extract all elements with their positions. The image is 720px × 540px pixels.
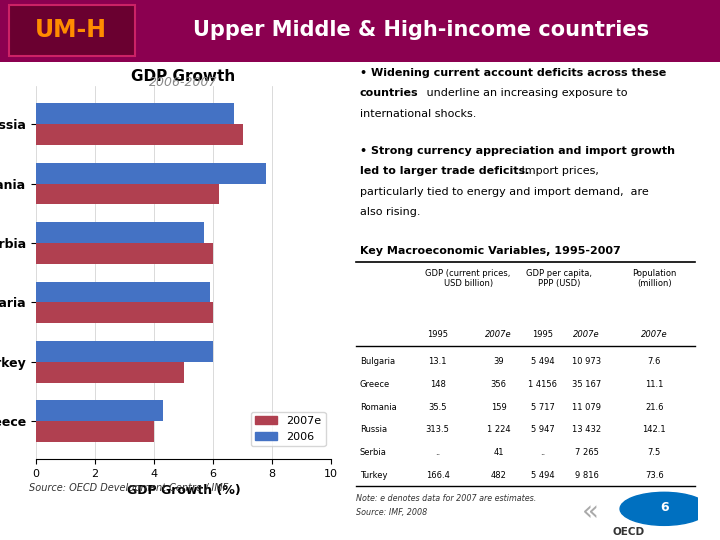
Text: 356: 356 [490, 380, 507, 389]
Text: led to larger trade deficits.: led to larger trade deficits. [360, 166, 529, 177]
Text: Bulgaria: Bulgaria [360, 357, 395, 366]
Bar [36, 341, 213, 362]
Text: OECD: OECD [613, 527, 645, 537]
Text: 1 4156: 1 4156 [528, 380, 557, 389]
Text: 9 816: 9 816 [575, 470, 598, 480]
Text: • Strong currency appreciation and import growth: • Strong currency appreciation and impor… [360, 146, 675, 156]
Text: Romania: Romania [360, 402, 397, 411]
Text: 142.1: 142.1 [642, 425, 666, 434]
Text: 73.6: 73.6 [645, 470, 664, 480]
Text: 35.5: 35.5 [428, 402, 447, 411]
Text: 2007e: 2007e [641, 330, 667, 339]
Text: 6: 6 [660, 501, 668, 514]
Text: underline an increasing exposure to: underline an increasing exposure to [423, 88, 627, 98]
Text: 2007e: 2007e [485, 330, 512, 339]
Text: 5 717: 5 717 [531, 402, 554, 411]
Text: Source: IMF, 2008: Source: IMF, 2008 [356, 508, 428, 517]
Text: Source: OECD Development Centre / IMF: Source: OECD Development Centre / IMF [29, 483, 228, 494]
Bar [36, 184, 219, 204]
Text: 2007e: 2007e [573, 330, 600, 339]
Text: • Widening current account deficits across these: • Widening current account deficits acro… [360, 68, 666, 78]
Text: 2006-2007: 2006-2007 [149, 76, 218, 89]
Text: 1995: 1995 [532, 330, 553, 339]
Text: 13 432: 13 432 [572, 425, 601, 434]
Text: countries: countries [360, 88, 418, 98]
Text: 1995: 1995 [427, 330, 448, 339]
Text: Note: e denotes data for 2007 are estimates.: Note: e denotes data for 2007 are estima… [356, 494, 536, 503]
Text: UM-H: UM-H [35, 18, 107, 42]
Text: 7.6: 7.6 [647, 357, 661, 366]
FancyBboxPatch shape [9, 5, 135, 56]
Text: Greece: Greece [360, 380, 390, 389]
Bar [36, 163, 266, 184]
Circle shape [620, 492, 708, 525]
Text: 7 265: 7 265 [575, 448, 598, 457]
Text: 482: 482 [490, 470, 506, 480]
Bar [36, 124, 243, 145]
Text: GDP (current prices,
USD billion): GDP (current prices, USD billion) [426, 269, 510, 288]
Text: GDP per capita,
PPP (USD): GDP per capita, PPP (USD) [526, 269, 593, 288]
Text: 166.4: 166.4 [426, 470, 449, 480]
Bar [36, 282, 210, 302]
Text: international shocks.: international shocks. [360, 109, 477, 119]
Text: 13.1: 13.1 [428, 357, 447, 366]
Text: 5 494: 5 494 [531, 470, 554, 480]
X-axis label: GDP Growth (%): GDP Growth (%) [127, 484, 240, 497]
Text: 41: 41 [493, 448, 504, 457]
Text: 7.5: 7.5 [647, 448, 661, 457]
Text: «: « [582, 498, 599, 526]
Text: 148: 148 [430, 380, 446, 389]
Text: 10 973: 10 973 [572, 357, 601, 366]
Text: particularly tied to energy and import demand,  are: particularly tied to energy and import d… [360, 187, 649, 197]
Text: ..: .. [435, 448, 440, 457]
Bar [36, 401, 163, 421]
Bar [36, 302, 213, 323]
Text: 39: 39 [493, 357, 504, 366]
Text: 1 224: 1 224 [487, 425, 510, 434]
Text: 5 494: 5 494 [531, 357, 554, 366]
Text: Serbia: Serbia [360, 448, 387, 457]
Text: 159: 159 [490, 402, 506, 411]
Bar [36, 421, 154, 442]
Text: 35 167: 35 167 [572, 380, 601, 389]
Text: Turkey: Turkey [360, 470, 387, 480]
Text: 11.1: 11.1 [645, 380, 663, 389]
Legend: 2007e, 2006: 2007e, 2006 [251, 411, 325, 446]
Text: ..: .. [540, 448, 545, 457]
Text: Population
(million): Population (million) [632, 269, 676, 288]
Text: also rising.: also rising. [360, 207, 420, 218]
Title: GDP Growth: GDP Growth [132, 69, 235, 84]
Text: 5 947: 5 947 [531, 425, 554, 434]
Text: Russia: Russia [360, 425, 387, 434]
Text: Key Macroeconomic Variables, 1995-2007: Key Macroeconomic Variables, 1995-2007 [360, 246, 621, 256]
Text: Upper Middle & High-income countries: Upper Middle & High-income countries [193, 20, 649, 40]
Text: 11 079: 11 079 [572, 402, 601, 411]
Bar [36, 103, 234, 124]
Text: 21.6: 21.6 [645, 402, 663, 411]
Bar [36, 222, 204, 243]
Text: 313.5: 313.5 [426, 425, 449, 434]
Bar [36, 243, 213, 264]
Text: Import prices,: Import prices, [518, 166, 599, 177]
Bar [36, 362, 184, 383]
